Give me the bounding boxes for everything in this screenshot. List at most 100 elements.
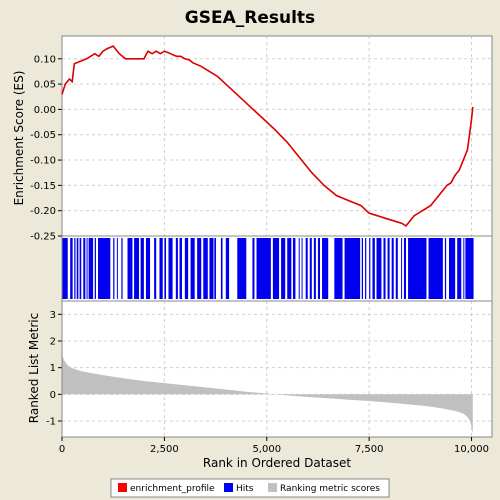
hit-bar	[281, 238, 286, 299]
hit-bar	[334, 238, 343, 299]
hit-bar	[395, 238, 398, 299]
hit-bar	[365, 238, 367, 299]
enrichment-y-tick-label: -0.25	[30, 232, 56, 243]
hit-bar	[209, 238, 214, 299]
metric-y-label: Ranked List Metric	[27, 313, 41, 423]
hit-bar	[408, 238, 427, 299]
hit-bar	[83, 238, 86, 299]
enrichment-y-tick-label: 0.10	[34, 54, 56, 65]
x-axis-label: Rank in Ordered Dataset	[203, 456, 351, 470]
hit-bar	[197, 238, 202, 299]
metric-y-tick-label: 3	[50, 310, 56, 321]
enrichment-y-tick-label: -0.20	[30, 206, 56, 217]
legend-swatch-ranking-metric	[268, 483, 277, 492]
ranking-metric-area	[62, 351, 473, 435]
hit-bar	[237, 238, 247, 299]
enrichment-profile-line	[61, 45, 474, 227]
hit-bar	[309, 238, 312, 299]
x-tick-label: 10,000	[454, 444, 489, 455]
metric-y-ticks: 3 2 1 0 -1	[46, 310, 62, 428]
enrichment-y-tick-label: 0.05	[34, 80, 56, 91]
legend-label-hits: Hits	[236, 484, 254, 494]
hit-bar	[463, 238, 465, 299]
hit-bar	[70, 238, 73, 299]
hit-bar	[361, 238, 363, 299]
hit-bar	[252, 238, 255, 299]
x-tick-label: 0	[59, 444, 65, 455]
hit-bar	[140, 238, 144, 299]
hit-bar	[372, 238, 375, 299]
enrichment-y-tick-label: -0.05	[30, 130, 56, 141]
metric-plot-frame	[61, 300, 493, 438]
hit-bar	[164, 238, 167, 299]
legend-swatch-hits	[224, 483, 233, 492]
chart-title: GSEA_Results	[185, 8, 315, 28]
legend: enrichment_profile Hits Ranking metric s…	[110, 478, 390, 498]
hit-bar	[168, 238, 173, 299]
hit-bar	[76, 238, 79, 299]
metric-y-tick-label: 1	[50, 363, 56, 374]
hit-bar	[175, 238, 178, 299]
hit-bar	[457, 238, 462, 299]
metric-y-tick-label: -1	[46, 417, 56, 428]
x-tick-label: 7,500	[355, 444, 384, 455]
x-tick-label: 5,000	[252, 444, 281, 455]
hit-bar	[403, 238, 406, 299]
hit-bar	[113, 238, 115, 299]
hit-bar	[444, 238, 447, 299]
hit-bar	[127, 238, 133, 299]
hit-bar	[214, 238, 216, 299]
hit-bar	[88, 238, 94, 299]
hit-bar	[86, 238, 88, 299]
hit-bar	[94, 238, 96, 299]
hit-bar	[121, 238, 123, 299]
hit-bar	[134, 238, 139, 299]
hits-bars	[62, 238, 474, 299]
hit-bar	[74, 238, 76, 299]
hit-bar	[387, 238, 390, 299]
hit-bar	[298, 238, 300, 299]
hit-bar	[220, 238, 223, 299]
metric-plot-area	[62, 301, 492, 437]
hit-bar	[369, 238, 371, 299]
metric-y-tick-label: 0	[50, 390, 56, 401]
hit-bar	[116, 238, 118, 299]
legend-label-enrichment-profile: enrichment_profile	[130, 484, 215, 494]
hit-bar	[322, 238, 329, 299]
hit-bar	[159, 238, 163, 299]
legend-label-ranking-metric: Ranking metric scores	[280, 484, 380, 494]
hit-bar	[317, 238, 320, 299]
metric-y-tick-label: 2	[50, 337, 56, 348]
enrichment-y-tick-label: 0.00	[34, 105, 56, 116]
enrichment-y-tick-label: -0.10	[30, 156, 56, 167]
x-axis-ticks: 0 2,500 5,000 7,500 10,000	[59, 437, 489, 455]
hit-bar	[184, 238, 189, 299]
hit-bar	[428, 238, 443, 299]
hit-bar	[301, 238, 303, 299]
legend-box	[110, 478, 390, 498]
hit-bar	[344, 238, 361, 299]
hit-bar	[313, 238, 316, 299]
legend-swatch-enrichment-profile	[118, 483, 127, 492]
hit-bar	[305, 238, 308, 299]
hit-bar	[465, 238, 474, 299]
hit-bar	[272, 238, 280, 299]
hit-bar	[287, 238, 292, 299]
enrichment-y-tick-label: -0.15	[30, 181, 56, 192]
enrichment-y-label: Enrichment Score (ES)	[12, 71, 26, 206]
hit-bar	[203, 238, 208, 299]
enrichment-plot-area	[62, 36, 492, 236]
hit-bar	[391, 238, 394, 299]
hit-bar	[292, 238, 296, 299]
hit-bar	[154, 238, 157, 299]
hit-bar	[449, 238, 456, 299]
hit-bar	[79, 238, 82, 299]
x-tick-label: 2,500	[150, 444, 179, 455]
hit-bar	[383, 238, 386, 299]
hit-bar	[145, 238, 151, 299]
hit-bar	[401, 238, 403, 299]
hit-bar	[190, 238, 195, 299]
hit-bar	[376, 238, 382, 299]
hit-bar	[256, 238, 271, 299]
